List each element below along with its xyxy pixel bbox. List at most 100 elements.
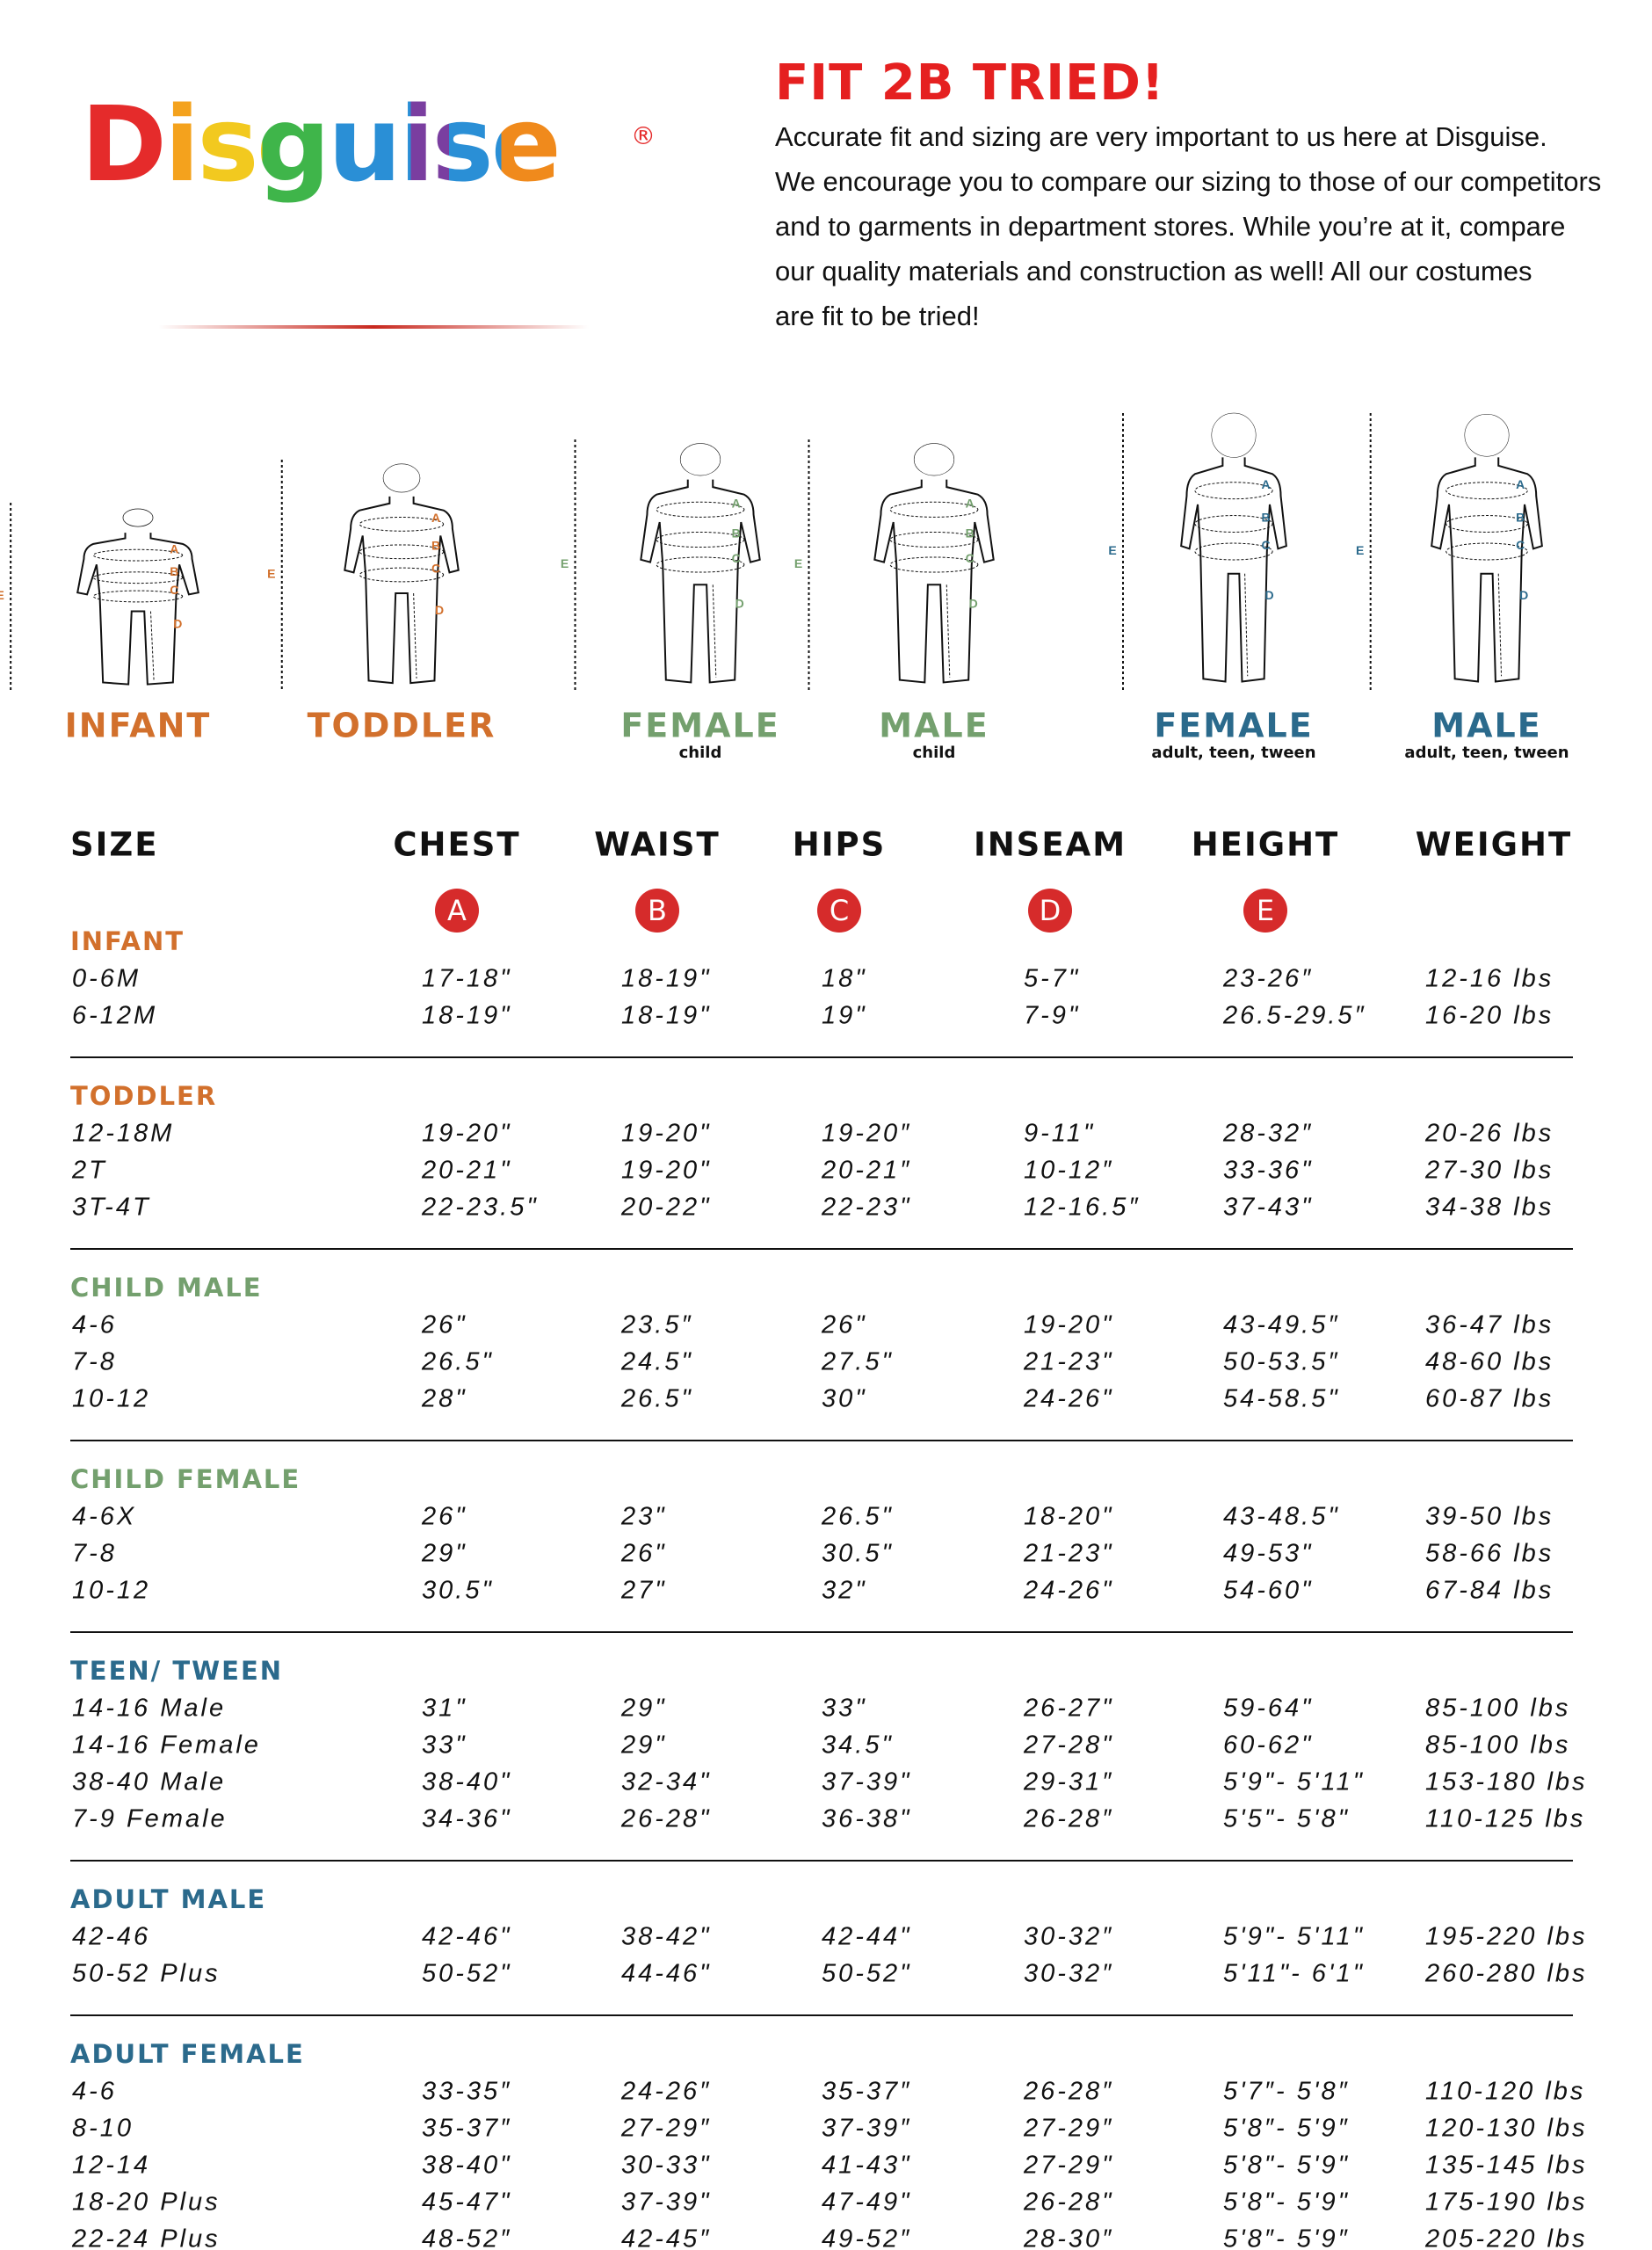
measure-ring — [1446, 483, 1528, 499]
table-cell: 27" — [620, 1577, 667, 1605]
figure-head — [1465, 414, 1509, 456]
table-cell: 20-22" — [620, 1194, 711, 1222]
measure-ring — [1195, 483, 1272, 499]
figure — [1181, 413, 1286, 682]
figure-letter: A — [1262, 477, 1271, 491]
table-cell: 54-60" — [1223, 1577, 1313, 1605]
table-cell: 175-190 lbs — [1425, 2188, 1588, 2217]
table-cell: 5'8"- 5'9" — [1223, 2152, 1350, 2180]
group-title: ADULT FEMALE — [70, 2039, 305, 2069]
table-cell: 34-36" — [422, 1805, 511, 1833]
table-cell: 5-7" — [1024, 965, 1080, 993]
table-cell: 26-28" — [1023, 2188, 1113, 2217]
table-cell: 26-28″ — [1023, 2078, 1113, 2106]
table-cell: 27.5" — [821, 1348, 894, 1376]
table-cell: 26" — [421, 1503, 467, 1531]
badge-letter: B — [648, 894, 667, 927]
figure-letter: C — [1516, 538, 1525, 552]
table-cell: 43-49.5″ — [1223, 1311, 1340, 1339]
table-cell: 22-24 Plus — [71, 2225, 221, 2250]
figure-letter: D — [173, 617, 182, 631]
table-cell: 205-220 lbs — [1424, 2225, 1588, 2250]
figure-letter: E — [1108, 543, 1116, 557]
table-cell: 153-180 lbs — [1425, 1768, 1588, 1796]
figure-body — [344, 497, 458, 683]
table-cell: 2T — [71, 1157, 107, 1185]
table-cell: 110-120 lbs — [1425, 2078, 1585, 2106]
figure-letter: E — [794, 556, 802, 570]
table-cell: 30.5" — [422, 1577, 494, 1605]
table-cell: 21-23" — [1023, 1540, 1113, 1568]
table-cell: 37-39″ — [822, 2115, 911, 2143]
measure-ring — [656, 557, 744, 572]
table-cell: 10-12 — [72, 1385, 150, 1413]
table-cell: 29-31″ — [1023, 1768, 1113, 1796]
table-cell: 10-12″ — [1024, 1157, 1113, 1185]
column-header: HEIGHT — [1192, 826, 1340, 864]
figure-letter: B — [170, 564, 178, 578]
table-cell: 50-53.5″ — [1223, 1348, 1340, 1376]
table-cell: 14-16 Male — [72, 1695, 226, 1723]
table-cell: 23-26″ — [1222, 965, 1313, 993]
table-cell: 110-125 lbs — [1425, 1805, 1585, 1833]
measure-ring — [93, 572, 182, 584]
table-cell: 6-12M — [72, 1002, 157, 1030]
table-cell: 38-40" — [422, 2152, 511, 2180]
table-cell: 3T-4T — [72, 1194, 151, 1222]
table-cell: 37-43" — [1223, 1194, 1313, 1222]
table-cell: 26.5-29.5″ — [1222, 1002, 1366, 1030]
table-cell: 60-87 lbs — [1425, 1385, 1554, 1413]
table-cell: 18-20 Plus — [72, 2188, 221, 2217]
table-cell: 34.5" — [822, 1731, 894, 1760]
table-cell: 24-26″ — [620, 2078, 711, 2106]
intro-line: and to garments in department stores. Wh… — [775, 211, 1566, 242]
table-cell: 42-45″ — [621, 2225, 711, 2250]
column-badge — [1028, 889, 1072, 933]
table-cell: 20-21″ — [821, 1157, 911, 1185]
table-cell: 32" — [822, 1577, 867, 1605]
figure-letter: B — [1516, 511, 1525, 525]
table-cell: 24-26" — [1023, 1385, 1113, 1413]
table-cell: 42-46" — [422, 1923, 511, 1951]
intro-line: are fit to be tried! — [775, 301, 980, 331]
table-cell: 18-20" — [1024, 1503, 1113, 1531]
measure-ring — [890, 532, 978, 547]
table-cell: 4-6 — [72, 2078, 117, 2106]
intro-line: our quality materials and construction a… — [775, 256, 1532, 287]
table-cell: 30" — [822, 1385, 867, 1413]
table-cell: 50-52" — [422, 1960, 511, 1988]
table-cell: 27-29″ — [1023, 2115, 1113, 2143]
figure-label: TODDLER — [308, 707, 496, 745]
table-cell: 27-30 lbs — [1424, 1157, 1554, 1185]
figure-letter: A — [431, 511, 440, 525]
table-cell: 135-145 lbs — [1425, 2152, 1588, 2180]
table-cell: 45-47" — [422, 2188, 511, 2217]
intro-line: We encourage you to compare our sizing t… — [775, 166, 1602, 197]
table-cell: 22-23" — [821, 1194, 911, 1222]
figure-sublabel: child — [679, 744, 722, 762]
table-cell: 60-62" — [1223, 1731, 1313, 1760]
column-header: INSEAM — [974, 826, 1127, 864]
measure-ring — [1446, 543, 1528, 560]
table-cell: 29" — [620, 1731, 667, 1760]
table-cell: 27-29″ — [620, 2115, 711, 2143]
table-cell: 5'8″- 5'9″ — [1223, 2225, 1350, 2250]
table-cell: 12-18M — [72, 1120, 174, 1148]
figure-body — [77, 533, 199, 685]
headline: FIT 2B TRIED! — [775, 54, 1165, 112]
measure-line — [713, 584, 716, 677]
table-cell: 12-14 — [72, 2152, 150, 2180]
figure-head — [123, 509, 153, 526]
measure-line — [946, 584, 950, 677]
figure-label: FEMALE — [1154, 707, 1313, 745]
table-cell: 23" — [620, 1503, 667, 1531]
table-cell: 48-52″ — [422, 2225, 511, 2250]
column-badge — [635, 889, 679, 933]
table-cell: 35-37″ — [422, 2115, 511, 2143]
table-cell: 9-11" — [1024, 1120, 1095, 1148]
figure-letter: C — [170, 583, 178, 597]
group-title: ADULT MALE — [70, 1884, 266, 1914]
table-cell: 19-20" — [1024, 1311, 1113, 1339]
figure-label: MALE — [879, 707, 989, 745]
table-cell: 7-8 — [72, 1540, 117, 1568]
